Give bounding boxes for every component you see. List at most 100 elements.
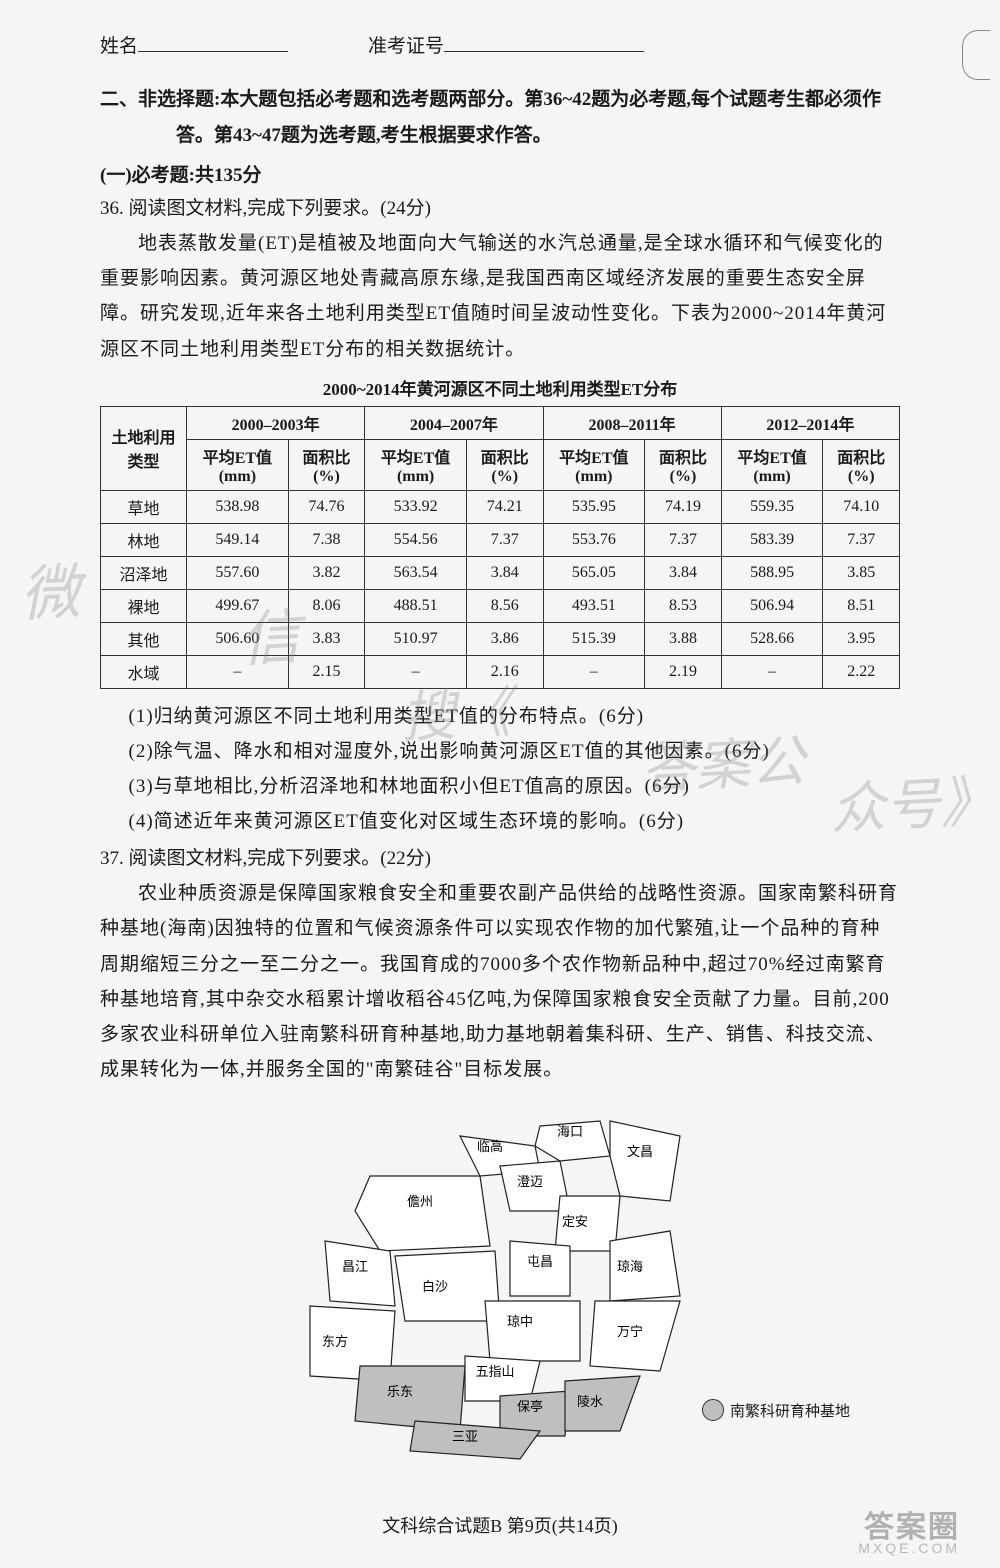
map-label-dongfang: 东方 xyxy=(322,1334,348,1349)
table-cell: 8.06 xyxy=(288,589,365,622)
q37-number: 37. 阅读图文材料,完成下列要求。(22分) xyxy=(100,843,900,870)
q36-number: 36. 阅读图文材料,完成下列要求。(24分) xyxy=(100,193,900,220)
table-cell: 3.86 xyxy=(466,622,543,655)
table-row: 林地549.147.38554.567.37553.767.37583.397.… xyxy=(101,523,900,556)
row-name: 草地 xyxy=(101,490,187,523)
table-cell: 493.51 xyxy=(543,589,645,622)
q36-sub-1: (1)归纳黄河源区不同土地利用类型ET值的分布特点。(6分) xyxy=(129,699,901,734)
table-cell: 554.56 xyxy=(365,523,467,556)
table-row: 草地538.9874.76533.9274.21535.9574.19559.3… xyxy=(101,490,900,523)
table-cell: 510.97 xyxy=(365,622,467,655)
subcol: 面积比(%) xyxy=(645,439,722,490)
map-region-wenchang xyxy=(610,1121,680,1201)
q36-paragraph: 地表蒸散发量(ET)是植被及地面向大气输送的水汽总通量,是全球水循环和气候变化的… xyxy=(100,226,900,367)
row-name: 沼泽地 xyxy=(101,556,187,589)
section-2-heading: 二、非选择题:本大题包括必考题和选考题两部分。第36~42题为必考题,每个试题考… xyxy=(100,82,900,154)
q36-sub-2: (2)除气温、降水和相对湿度外,说出影响黄河源区ET值的其他因素。(6分) xyxy=(129,734,901,769)
table-cell: 7.37 xyxy=(466,523,543,556)
q36-sub-4: (4)简述近年来黄河源区ET值变化对区域生态环境的影响。(6分) xyxy=(129,804,901,839)
table-cell: 557.60 xyxy=(187,556,289,589)
table-header-row-2: 平均ET值(mm) 面积比(%) 平均ET值(mm) 面积比(%) 平均ET值(… xyxy=(101,439,900,490)
table-cell: 588.95 xyxy=(721,556,823,589)
table-cell: 2.15 xyxy=(288,655,365,688)
map-label-changjiang: 昌江 xyxy=(342,1259,368,1274)
map-label-wenchang: 文昌 xyxy=(627,1144,653,1159)
map-label-danzhou: 儋州 xyxy=(407,1194,433,1209)
subcol: 面积比(%) xyxy=(823,439,900,490)
table-cell: 3.83 xyxy=(288,622,365,655)
exam-id-label: 准考证号 xyxy=(368,31,444,58)
table-cell: 8.56 xyxy=(466,589,543,622)
table-cell: 3.84 xyxy=(645,556,722,589)
table-cell: 528.66 xyxy=(721,622,823,655)
table-cell: 74.10 xyxy=(823,490,900,523)
table-cell: 2.16 xyxy=(466,655,543,688)
period-1: 2004–2007年 xyxy=(365,406,543,439)
period-3: 2012–2014年 xyxy=(721,406,899,439)
table-cell: 515.39 xyxy=(543,622,645,655)
page-corner-decoration xyxy=(962,30,990,80)
q37-paragraph: 农业种质资源是保障国家粮食安全和重要农副产品供给的战略性资源。国家南繁科研育种基… xyxy=(100,876,900,1087)
table-cell: 74.19 xyxy=(645,490,722,523)
row-name: 裸地 xyxy=(101,589,187,622)
table-cell: 499.67 xyxy=(187,589,289,622)
subcol: 平均ET值(mm) xyxy=(365,439,467,490)
q36-table-title: 2000~2014年黄河源区不同土地利用类型ET分布 xyxy=(100,375,900,400)
map-label-dingan: 定安 xyxy=(562,1214,588,1229)
required-sub-heading: (一)必考题:共135分 xyxy=(100,160,900,187)
map-label-tunchang: 屯昌 xyxy=(527,1254,553,1269)
table-row: 其他506.603.83510.973.86515.393.88528.663.… xyxy=(101,622,900,655)
table-row: 裸地499.678.06488.518.56493.518.53506.948.… xyxy=(101,589,900,622)
table-cell: 8.53 xyxy=(645,589,722,622)
hainan-map: 海口文昌临高澄迈儋州定安昌江屯昌白沙琼海琼中万宁东方五指山乐东保亭陵水三亚 南繁… xyxy=(240,1101,760,1461)
legend-label: 南繁科研育种基地 xyxy=(730,1400,850,1421)
q36-sub-3: (3)与草地相比,分析沼泽地和林地面积小但ET值高的原因。(6分) xyxy=(129,769,901,804)
row-name: 其他 xyxy=(101,622,187,655)
table-cell: 3.88 xyxy=(645,622,722,655)
row-header-label: 土地利用类型 xyxy=(101,406,187,490)
map-region-qiongzhong xyxy=(485,1301,580,1361)
table-row: 沼泽地557.603.82563.543.84565.053.84588.953… xyxy=(101,556,900,589)
table-header-row-1: 土地利用类型 2000–2003年 2004–2007年 2008–2011年 … xyxy=(101,406,900,439)
table-cell: 538.98 xyxy=(187,490,289,523)
subcol: 平均ET值(mm) xyxy=(721,439,823,490)
period-0: 2000–2003年 xyxy=(187,406,365,439)
table-cell: 74.21 xyxy=(466,490,543,523)
name-underline[interactable] xyxy=(138,30,288,52)
table-cell: 8.51 xyxy=(823,589,900,622)
map-label-ledong: 乐东 xyxy=(387,1384,413,1399)
table-cell: – xyxy=(721,655,823,688)
table-cell: 3.95 xyxy=(823,622,900,655)
row-name: 水域 xyxy=(101,655,187,688)
table-cell: 2.19 xyxy=(645,655,722,688)
map-label-haikou: 海口 xyxy=(557,1124,583,1139)
name-field: 姓名 xyxy=(100,30,288,58)
table-cell: 535.95 xyxy=(543,490,645,523)
subcol: 面积比(%) xyxy=(288,439,365,490)
map-label-qiongzhong: 琼中 xyxy=(507,1314,533,1329)
table-cell: – xyxy=(543,655,645,688)
exam-id-underline[interactable] xyxy=(444,30,644,52)
table-cell: 2.22 xyxy=(823,655,900,688)
period-2: 2008–2011年 xyxy=(543,406,721,439)
watermark-text: 微 xyxy=(18,543,82,633)
map-region-danzhou xyxy=(355,1176,490,1251)
table-cell: 3.84 xyxy=(466,556,543,589)
table-cell: – xyxy=(365,655,467,688)
table-cell: 7.38 xyxy=(288,523,365,556)
row-name: 林地 xyxy=(101,523,187,556)
map-legend: 南繁科研育种基地 xyxy=(702,1399,850,1421)
table-cell: 3.82 xyxy=(288,556,365,589)
map-label-baoting: 保亭 xyxy=(517,1399,543,1414)
map-label-wuzhishan: 五指山 xyxy=(475,1364,514,1379)
table-cell: 583.39 xyxy=(721,523,823,556)
legend-swatch xyxy=(702,1399,724,1421)
subcol: 面积比(%) xyxy=(466,439,543,490)
map-label-wanning: 万宁 xyxy=(617,1324,643,1339)
table-cell: 3.85 xyxy=(823,556,900,589)
table-row: 水域–2.15–2.16–2.19–2.22 xyxy=(101,655,900,688)
table-cell: 559.35 xyxy=(721,490,823,523)
exam-id-field: 准考证号 xyxy=(368,30,644,58)
table-cell: 488.51 xyxy=(365,589,467,622)
table-cell: 7.37 xyxy=(645,523,722,556)
